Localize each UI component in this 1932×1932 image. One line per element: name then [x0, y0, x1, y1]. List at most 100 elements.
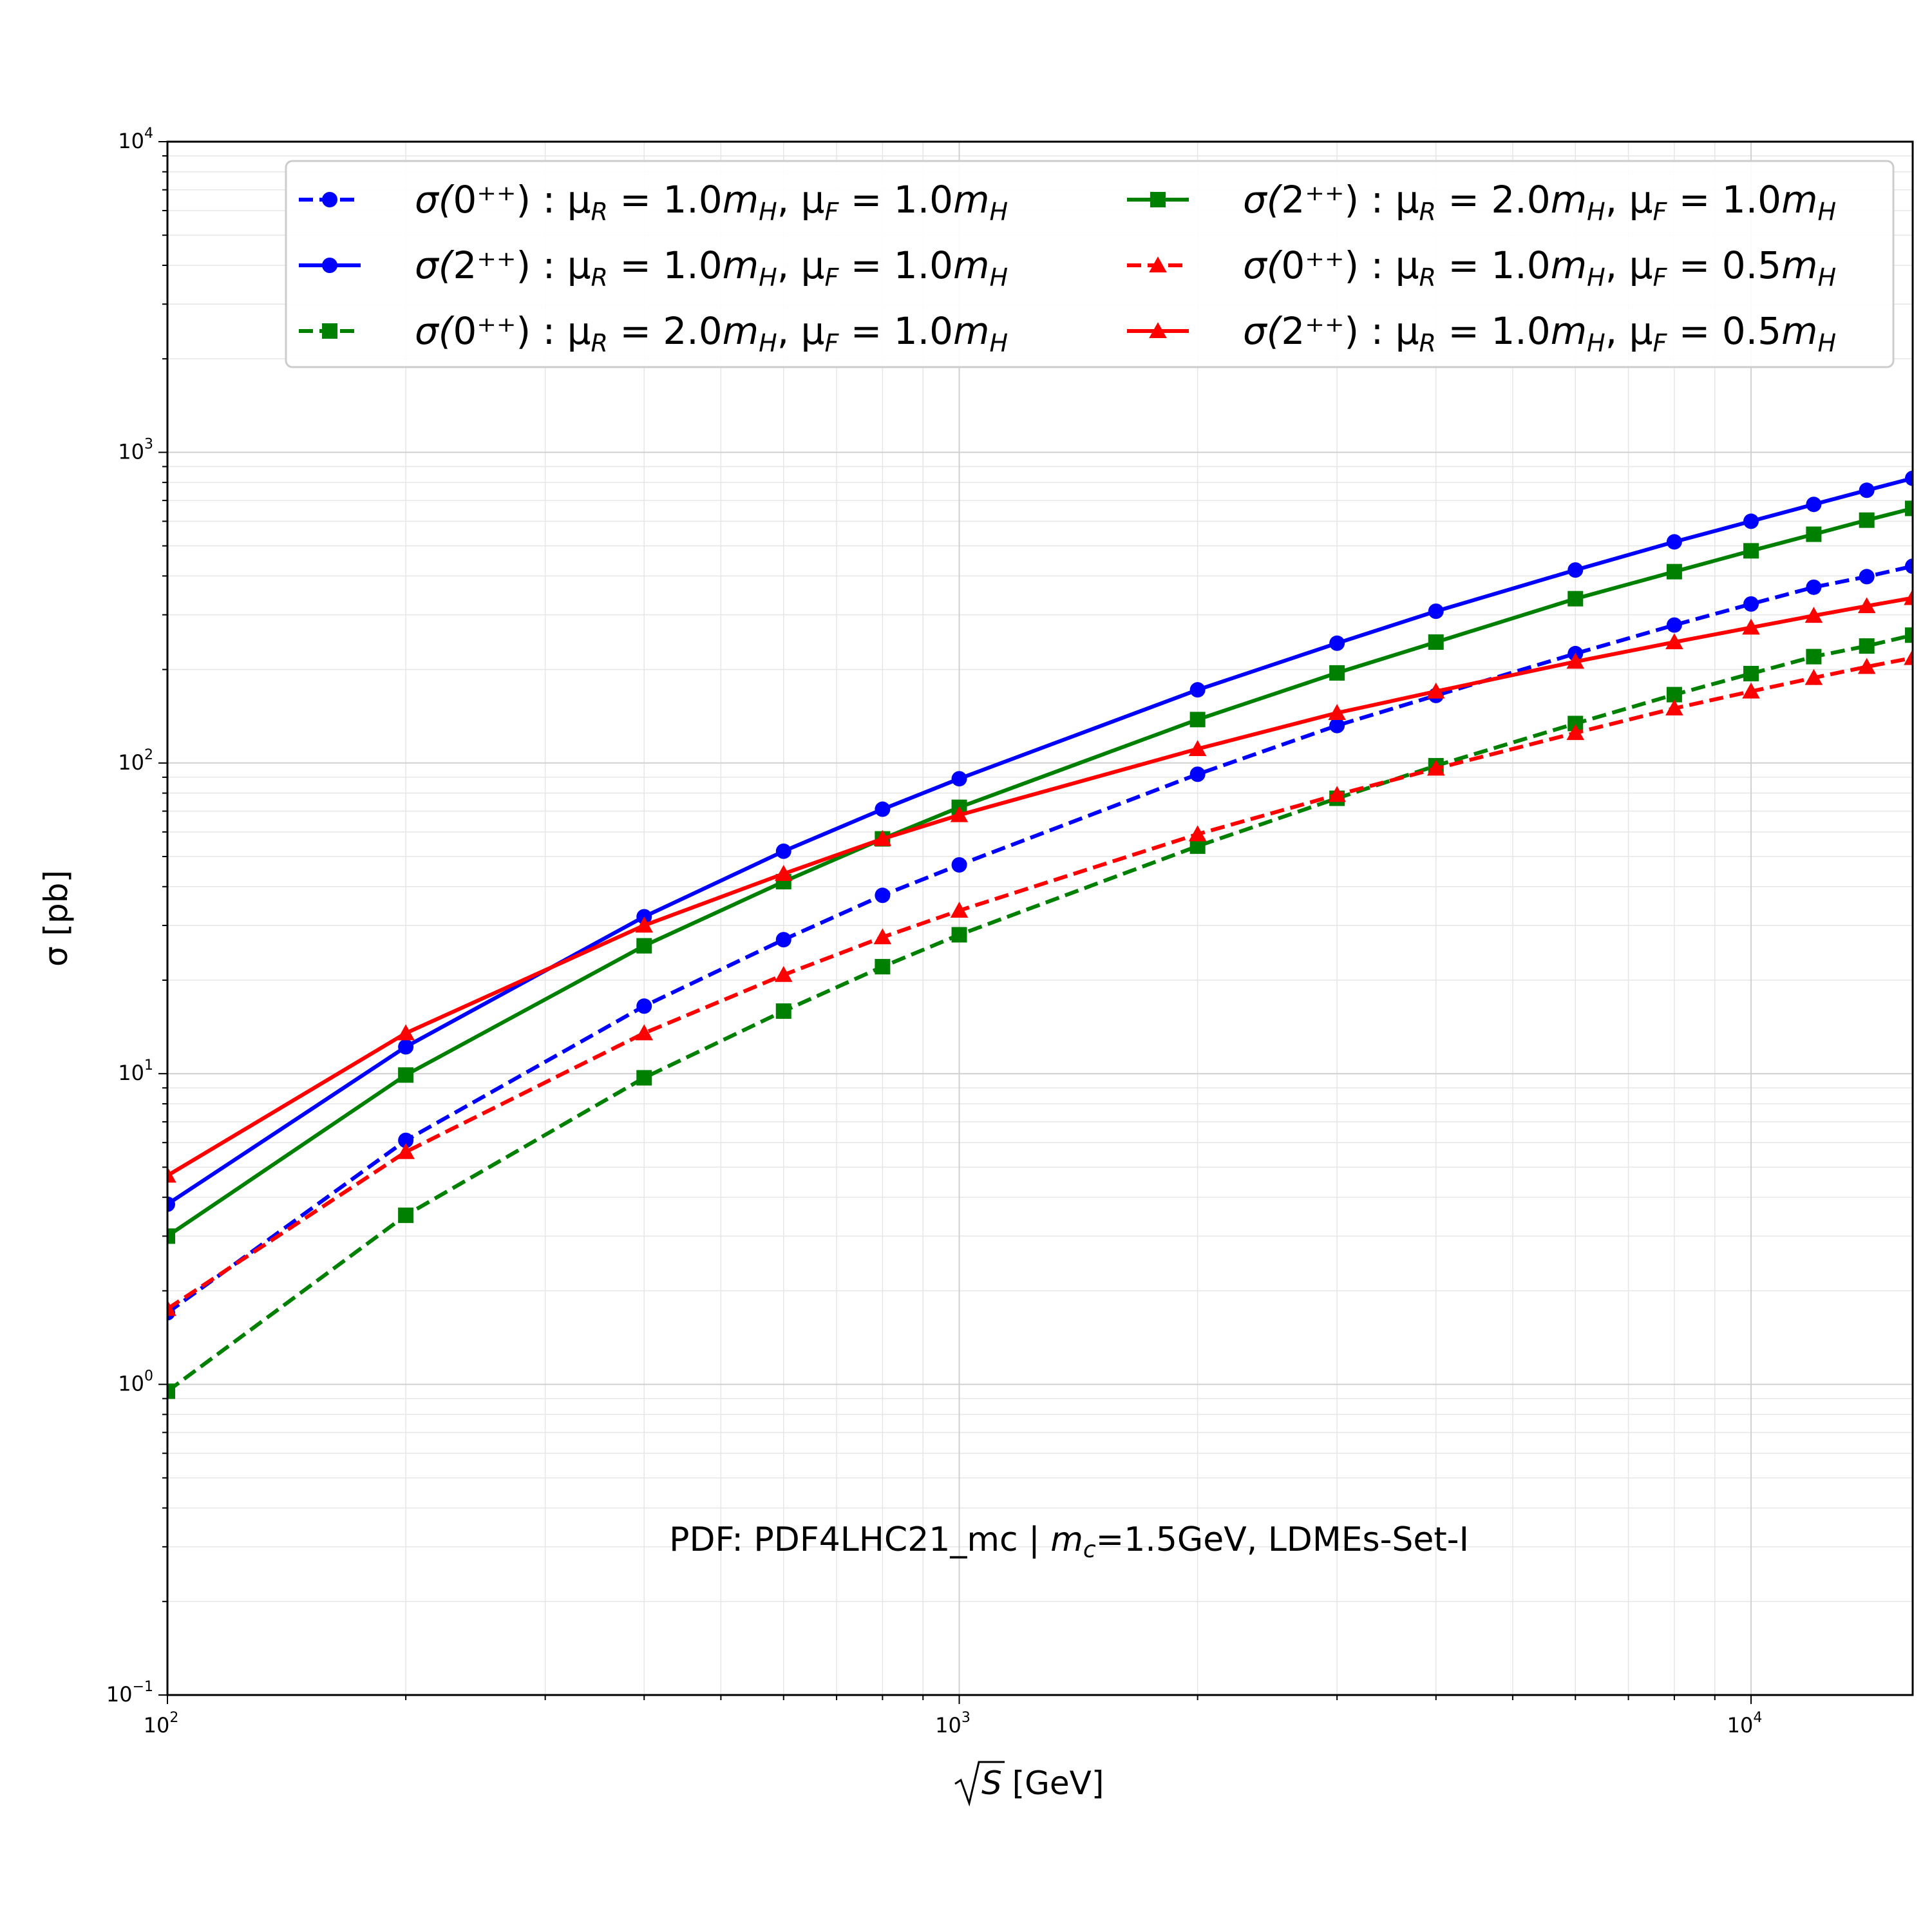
data-point [1567, 562, 1584, 578]
plot-series [167, 470, 1913, 1399]
data-point [873, 829, 892, 846]
data-point [1905, 470, 1913, 486]
legend-marker [1149, 322, 1167, 339]
data-point [875, 959, 891, 975]
data-point [636, 938, 652, 954]
data-point [1566, 652, 1585, 669]
data-point [1806, 579, 1822, 595]
legend-label: σ(0⁺⁺) : μR = 1.0mH, μF = 1.0mH [415, 178, 1008, 226]
y-tick-label: 102 [118, 747, 153, 775]
data-point [397, 1024, 415, 1041]
data-point [1188, 740, 1207, 756]
x-tick-label: 104 [1727, 1710, 1763, 1738]
legend-marker [322, 258, 337, 273]
axis-ticks: 102 103 104 10−1 100 101 102 103 104 [106, 126, 1763, 1738]
y-tick-label: 103 [118, 436, 153, 464]
data-point [167, 1166, 176, 1183]
data-point [1189, 682, 1206, 698]
data-point [1189, 712, 1206, 728]
legend-label: σ(0⁺⁺) : μR = 1.0mH, μF = 0.5mH [1243, 243, 1836, 292]
data-point [1904, 589, 1913, 605]
data-point [1904, 649, 1913, 665]
data-point [873, 928, 892, 945]
data-point [1743, 513, 1759, 529]
y-tick-label: 10−1 [106, 1679, 153, 1707]
data-point [875, 801, 891, 817]
data-point [1329, 717, 1345, 734]
legend-box [285, 160, 1895, 368]
data-point [636, 998, 652, 1014]
data-point [1666, 617, 1682, 633]
data-point [1743, 665, 1759, 681]
svg-text:S [GeV]: S [GeV] [981, 1765, 1104, 1802]
data-point [875, 887, 891, 904]
y-tick-label: 104 [118, 126, 153, 153]
data-point [167, 1196, 175, 1212]
legend-label: σ(2⁺⁺) : μR = 1.0mH, μF = 0.5mH [1243, 309, 1836, 357]
data-point [1567, 591, 1584, 607]
plot-frame [166, 140, 1914, 1696]
data-point [636, 1070, 652, 1086]
data-point [635, 1024, 654, 1041]
data-point [1743, 596, 1759, 612]
legend: σ(0⁺⁺) : μR = 1.0mH, μF = 1.0mH σ(2⁺⁺) : … [285, 160, 1895, 368]
series-3 [167, 500, 1913, 1244]
data-point [167, 1300, 176, 1316]
data-point [1905, 558, 1913, 574]
data-point [1566, 724, 1585, 741]
legend-label: σ(2⁺⁺) : μR = 1.0mH, μF = 1.0mH [415, 243, 1008, 292]
data-point [1426, 759, 1445, 776]
y-tick-label: 100 [118, 1368, 153, 1396]
legend-marker [1149, 256, 1167, 273]
data-point [950, 806, 969, 822]
data-point [398, 1039, 414, 1055]
data-point [775, 932, 791, 948]
data-point [1329, 665, 1345, 681]
data-point [1743, 543, 1759, 559]
legend-item-1: σ(2⁺⁺) : μR = 1.0mH, μF = 1.0mH [299, 243, 1008, 292]
legend-item-5: σ(2⁺⁺) : μR = 1.0mH, μF = 0.5mH [1127, 309, 1836, 357]
series-4 [167, 649, 1913, 1316]
chart-annotation: PDF: PDF4LHC21_mc | mc=1.5GeV, LDMEs-Set… [669, 1520, 1469, 1563]
legend-marker [322, 192, 337, 207]
data-point [1806, 526, 1822, 542]
data-point [951, 857, 967, 873]
data-point [1905, 627, 1913, 643]
data-point [1665, 699, 1683, 715]
y-axis-title: σ [pb] [37, 870, 75, 967]
legend-item-4: σ(0⁺⁺) : μR = 1.0mH, μF = 0.5mH [1127, 243, 1836, 292]
data-point [1665, 633, 1683, 650]
series-5 [167, 589, 1913, 1183]
legend-item-2: σ(0⁺⁺) : μR = 2.0mH, μF = 1.0mH [299, 309, 1008, 357]
minor-grid [167, 142, 1913, 1695]
data-point [398, 1067, 414, 1083]
data-point [1804, 668, 1823, 685]
legend-label: σ(0⁺⁺) : μR = 2.0mH, μF = 1.0mH [415, 309, 1008, 357]
data-point [1806, 649, 1822, 665]
data-point [775, 1003, 791, 1019]
data-point [1428, 634, 1444, 650]
legend-item-3: σ(2⁺⁺) : μR = 2.0mH, μF = 1.0mH [1127, 178, 1836, 226]
data-point [774, 864, 793, 881]
data-point [398, 1208, 414, 1224]
legend-marker [1150, 192, 1166, 207]
sqrt-symbol [954, 1761, 1005, 1807]
x-axis-title: S [GeV] [954, 1761, 1104, 1807]
data-point [1859, 512, 1875, 528]
data-point [775, 843, 791, 859]
data-point [1188, 825, 1207, 842]
data-point [1329, 635, 1345, 651]
y-tick-label: 101 [118, 1057, 153, 1085]
x-tick-label: 103 [935, 1710, 971, 1738]
data-point [1189, 766, 1206, 782]
series-1 [167, 470, 1913, 1212]
data-point [1857, 597, 1876, 614]
data-point [1857, 658, 1876, 674]
data-point [398, 1132, 414, 1148]
data-point [1742, 682, 1760, 699]
data-point [167, 1228, 175, 1244]
data-point [1426, 682, 1445, 699]
data-point [1328, 786, 1346, 802]
data-point [1859, 638, 1875, 654]
data-point [950, 902, 969, 918]
